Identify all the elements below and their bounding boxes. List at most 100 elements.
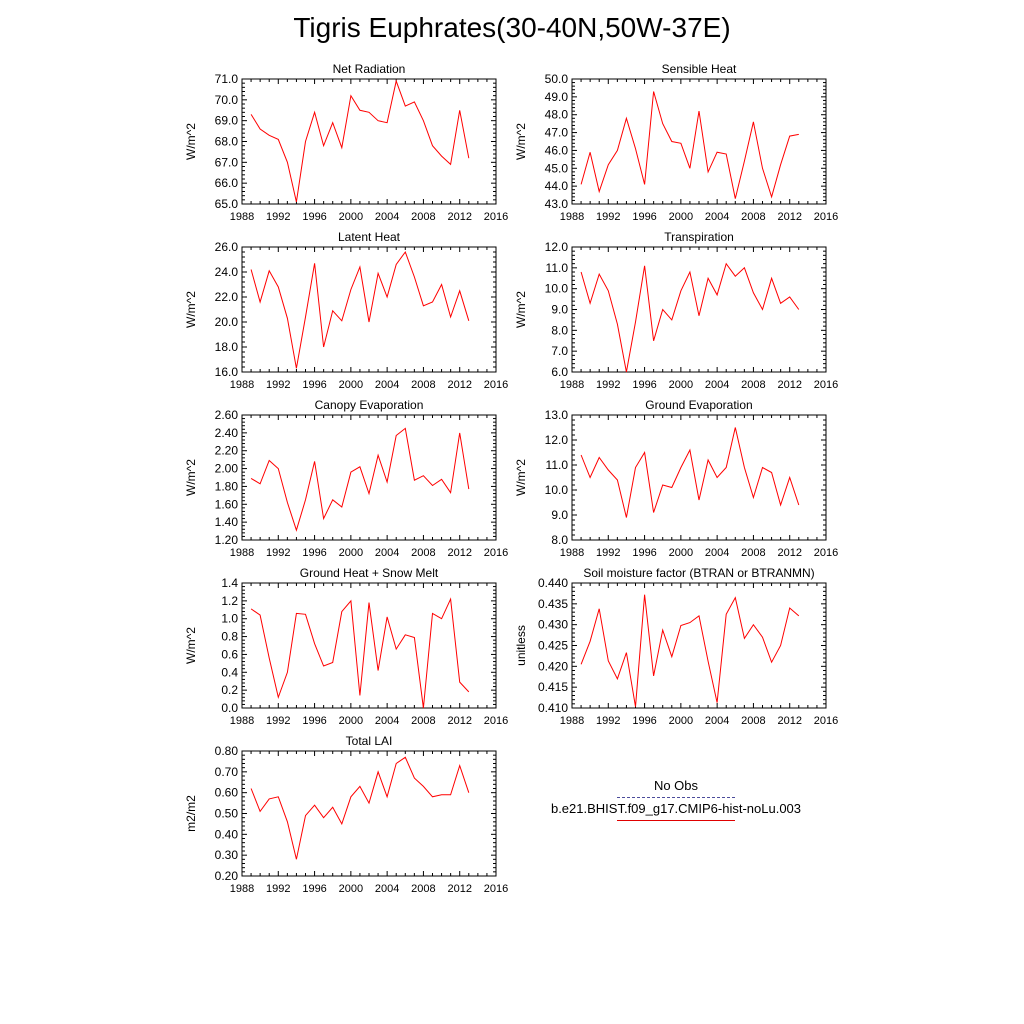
y-tick-label: 0.8 [221, 630, 238, 644]
y-tick-label: 0.80 [215, 744, 239, 758]
x-tick-label: 2016 [814, 547, 838, 559]
x-tick-label: 1992 [266, 379, 290, 391]
x-tick-label: 2000 [339, 715, 363, 727]
y-tick-label: 71.0 [215, 72, 239, 86]
y-tick-label: 10.0 [545, 282, 569, 296]
x-tick-label: 2004 [375, 547, 399, 559]
x-tick-label: 2016 [484, 715, 508, 727]
y-tick-label: 1.80 [215, 479, 239, 493]
y-tick-label: 0.40 [215, 827, 239, 841]
x-tick-label: 2016 [814, 715, 838, 727]
x-tick-label: 2000 [339, 211, 363, 223]
y-tick-label: 0.0 [221, 701, 238, 715]
plot-frame [241, 582, 497, 709]
series-line [580, 91, 799, 199]
x-tick-label: 2008 [741, 547, 765, 559]
y-tick-label: 18.0 [215, 340, 239, 354]
y-tick-label: 7.0 [551, 344, 568, 358]
y-tick-label: 0.60 [215, 786, 239, 800]
x-tick-label: 2004 [375, 211, 399, 223]
x-tick-label: 2004 [705, 379, 729, 391]
chart-panel: Latent Heat W/m^2 1988 1992 1996 2000 2004 2008… [184, 230, 508, 391]
y-tick-label: 22.0 [215, 290, 239, 304]
panel-title: Ground Evaporation [645, 398, 752, 412]
y-tick-label: 12.0 [545, 240, 569, 254]
y-tick-label: 1.20 [215, 533, 239, 547]
y-tick-label: 44.0 [545, 179, 569, 193]
y-tick-label: 0.410 [538, 701, 568, 715]
x-tick-label: 1992 [596, 211, 620, 223]
y-axis-label: W/m^2 [184, 123, 198, 160]
x-tick-label: 1996 [302, 547, 326, 559]
y-tick-label: 0.30 [215, 848, 239, 862]
y-tick-label: 20.0 [215, 315, 239, 329]
legend-obs-swatch [617, 797, 735, 798]
y-tick-label: 0.20 [215, 869, 239, 883]
series-line [580, 594, 800, 707]
x-tick-label: 2008 [411, 211, 435, 223]
figure-title: Tigris Euphrates(30-40N,50W-37E) [293, 12, 731, 43]
x-tick-label: 2008 [411, 715, 435, 727]
y-tick-label: 24.0 [215, 265, 239, 279]
x-tick-label: 2000 [669, 379, 693, 391]
plot-frame [571, 582, 827, 709]
x-tick-label: 2000 [339, 883, 363, 895]
y-tick-label: 11.0 [546, 458, 569, 472]
y-tick-label: 8.0 [551, 323, 568, 337]
y-tick-label: 0.6 [221, 647, 238, 661]
y-axis-label: m2/m2 [184, 795, 198, 832]
y-tick-label: 70.0 [215, 93, 239, 107]
x-tick-label: 1992 [596, 379, 620, 391]
y-tick-label: 9.0 [551, 508, 568, 522]
x-tick-label: 2012 [777, 211, 801, 223]
y-axis-label: W/m^2 [184, 459, 198, 496]
series-line [250, 756, 470, 860]
y-tick-label: 0.2 [221, 683, 238, 697]
y-tick-label: 2.20 [215, 444, 239, 458]
y-tick-label: 1.40 [215, 515, 239, 529]
y-tick-label: 1.60 [215, 497, 239, 511]
y-tick-label: 45.0 [545, 161, 569, 175]
x-tick-label: 1996 [302, 883, 326, 895]
y-tick-label: 0.430 [538, 618, 568, 632]
y-tick-label: 6.0 [551, 365, 568, 379]
x-tick-label: 1992 [596, 715, 620, 727]
chart-panel: Sensible Heat W/m^2 1988 1992 1996 2000 2004 20… [514, 62, 838, 223]
y-tick-label: 69.0 [215, 114, 239, 128]
y-tick-label: 49.0 [545, 90, 569, 104]
y-tick-label: 0.440 [538, 576, 568, 590]
y-axis-label: W/m^2 [514, 291, 528, 328]
y-tick-label: 2.40 [215, 426, 239, 440]
x-tick-label: 1988 [560, 547, 584, 559]
y-tick-label: 43.0 [545, 197, 569, 211]
y-tick-label: 0.415 [538, 680, 568, 694]
chart-panel: Transpiration W/m^2 1988 1992 1996 2000 2004 20… [514, 230, 838, 391]
x-tick-label: 2012 [447, 211, 471, 223]
y-tick-label: 0.425 [538, 639, 568, 653]
y-tick-label: 50.0 [545, 72, 569, 86]
x-tick-label: 2000 [339, 379, 363, 391]
x-tick-label: 2012 [777, 379, 801, 391]
x-tick-label: 1988 [560, 715, 584, 727]
x-tick-label: 2016 [484, 547, 508, 559]
x-tick-label: 2016 [484, 379, 508, 391]
x-tick-label: 2008 [411, 547, 435, 559]
x-tick-label: 2008 [411, 883, 435, 895]
legend-obs-label: No Obs [653, 778, 699, 793]
x-tick-label: 1996 [632, 379, 656, 391]
series-line [580, 427, 800, 518]
x-tick-label: 2004 [705, 547, 729, 559]
x-tick-label: 2004 [375, 379, 399, 391]
panel-title: Total LAI [346, 734, 393, 748]
plot-frame [571, 246, 827, 373]
y-tick-label: 2.00 [215, 462, 239, 476]
x-tick-label: 2008 [741, 715, 765, 727]
y-tick-label: 1.4 [221, 576, 238, 590]
chart-panel: Net Radiation W/m^2 1988 1992 1996 2000 2004 20… [184, 62, 508, 223]
series-line [250, 250, 470, 369]
panel-title: Ground Heat + Snow Melt [300, 566, 439, 580]
y-tick-label: 11.0 [546, 261, 569, 275]
x-tick-label: 2012 [447, 883, 471, 895]
panel-title: Canopy Evaporation [315, 398, 424, 412]
x-tick-label: 1996 [632, 715, 656, 727]
